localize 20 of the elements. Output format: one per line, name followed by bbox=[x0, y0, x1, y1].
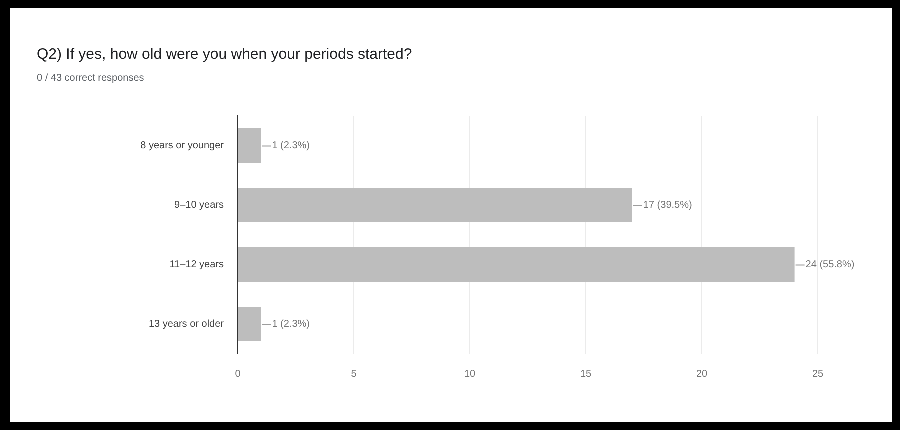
bar bbox=[238, 306, 262, 342]
bar bbox=[238, 128, 262, 164]
data-label: 1 (2.3%) bbox=[272, 140, 310, 152]
y-tick-label: 11–12 years bbox=[170, 260, 224, 270]
data-label: 24 (55.8%) bbox=[806, 260, 855, 270]
y-tick-label: 8 years or younger bbox=[140, 140, 225, 152]
chart-title: Q2) If yes, how old were you when your periods started? bbox=[37, 46, 412, 64]
x-tick-label: 10 bbox=[464, 368, 476, 380]
bar bbox=[238, 188, 632, 223]
y-tick-label: 9–10 years bbox=[174, 200, 224, 211]
data-label: 17 (39.5%) bbox=[643, 200, 692, 211]
text: 0 / 43 correct responses bbox=[37, 72, 144, 84]
x-tick-label: 25 bbox=[812, 368, 824, 380]
x-tick-label: 5 bbox=[351, 368, 358, 380]
x-tick-label: 0 bbox=[235, 368, 242, 380]
y-tick-label: 13 years or older bbox=[148, 319, 225, 330]
x-tick-label: 20 bbox=[696, 368, 708, 380]
x-tick-label: 15 bbox=[580, 368, 592, 380]
data-label: 1 (2.3%) bbox=[272, 319, 310, 330]
bar bbox=[238, 247, 795, 282]
